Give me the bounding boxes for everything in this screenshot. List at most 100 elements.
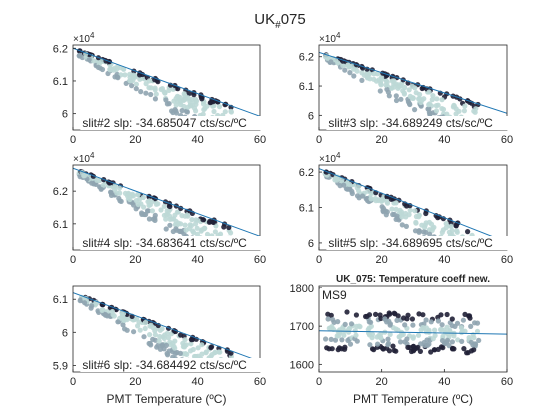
data-point xyxy=(165,335,172,341)
data-point xyxy=(177,350,183,356)
data-point xyxy=(216,104,223,110)
data-point xyxy=(388,196,394,202)
data-point xyxy=(463,134,468,139)
data-point xyxy=(429,97,435,103)
data-point xyxy=(386,93,392,99)
data-point xyxy=(421,96,427,102)
x-tick-label: 20 xyxy=(376,254,388,266)
data-point xyxy=(178,332,184,338)
slope-annotation: slit#5 slp: -34.689695 cts/sc/ºC xyxy=(328,236,493,250)
data-point xyxy=(213,379,218,384)
y-tick-label: 6 xyxy=(62,109,68,121)
data-point xyxy=(473,262,478,267)
data-point xyxy=(355,183,362,190)
fit-line xyxy=(73,47,260,117)
data-point xyxy=(161,335,167,341)
data-point xyxy=(455,337,461,343)
data-point xyxy=(325,316,331,322)
data-point xyxy=(133,86,139,92)
data-point xyxy=(163,226,169,232)
data-point xyxy=(211,108,217,115)
data-point xyxy=(393,200,399,206)
x-tick-label: 60 xyxy=(501,134,513,146)
data-point xyxy=(147,332,153,338)
fit-line xyxy=(73,292,260,362)
data-point xyxy=(364,195,370,202)
y-exponent-label: ×104 xyxy=(319,151,341,165)
data-point xyxy=(204,231,211,237)
data-point xyxy=(412,85,418,91)
data-point xyxy=(468,323,474,329)
data-point xyxy=(164,101,170,107)
data-point xyxy=(472,264,477,269)
data-point xyxy=(391,84,397,90)
data-point xyxy=(221,224,227,230)
data-point xyxy=(382,316,388,322)
data-point xyxy=(163,342,169,348)
data-point xyxy=(218,386,223,391)
data-point xyxy=(423,317,429,323)
data-point xyxy=(124,327,130,333)
data-point xyxy=(348,321,355,327)
data-point xyxy=(429,227,435,233)
data-point xyxy=(467,261,472,266)
data-point xyxy=(164,350,170,357)
scatter-points xyxy=(323,52,481,139)
data-point xyxy=(332,337,339,343)
data-point xyxy=(212,132,217,137)
data-point xyxy=(146,340,152,347)
data-point xyxy=(223,132,228,137)
data-point xyxy=(461,108,467,114)
data-point xyxy=(364,313,370,319)
data-point xyxy=(107,66,113,72)
x-tick-label: 20 xyxy=(129,254,141,266)
data-point xyxy=(413,90,419,96)
data-point xyxy=(222,109,228,115)
data-point xyxy=(218,130,223,135)
data-point xyxy=(474,328,481,334)
data-point xyxy=(116,185,123,191)
data-point xyxy=(117,198,123,204)
data-point xyxy=(201,226,207,232)
data-point xyxy=(216,135,221,140)
data-point xyxy=(415,332,422,338)
data-point xyxy=(199,342,205,348)
y-tick-label: 1600 xyxy=(290,359,314,371)
y-tick-label: 5.9 xyxy=(53,360,68,372)
data-point xyxy=(212,229,218,235)
data-point xyxy=(430,93,436,99)
data-point xyxy=(456,108,462,114)
data-point xyxy=(434,96,440,102)
data-point xyxy=(474,267,479,272)
data-point xyxy=(462,311,468,317)
data-point xyxy=(452,323,458,329)
data-point xyxy=(412,107,418,113)
ms9-panel: 0 20 40 60 1600 1700 1800 MS9 UK_075: Temperatur… xyxy=(290,274,514,406)
data-point xyxy=(216,252,221,257)
data-point xyxy=(214,256,219,261)
data-point xyxy=(129,83,135,89)
data-point xyxy=(122,72,128,78)
data-point xyxy=(431,347,437,353)
data-point xyxy=(458,255,463,260)
data-point xyxy=(203,374,208,379)
data-point xyxy=(329,346,335,352)
scatter-points xyxy=(323,309,482,356)
data-point xyxy=(228,350,234,356)
data-point xyxy=(375,341,381,347)
data-point xyxy=(335,319,341,325)
data-point xyxy=(368,319,374,325)
data-point xyxy=(385,340,392,347)
data-point xyxy=(136,196,143,202)
data-point xyxy=(455,255,460,260)
data-point xyxy=(188,337,194,343)
x-tick-label: 40 xyxy=(438,134,450,146)
data-point xyxy=(164,208,170,214)
data-point xyxy=(363,71,370,77)
data-point xyxy=(210,252,215,257)
data-point xyxy=(339,337,345,343)
data-point xyxy=(114,190,120,196)
data-point xyxy=(386,348,393,354)
fit-line xyxy=(319,168,507,243)
data-point xyxy=(210,372,215,377)
